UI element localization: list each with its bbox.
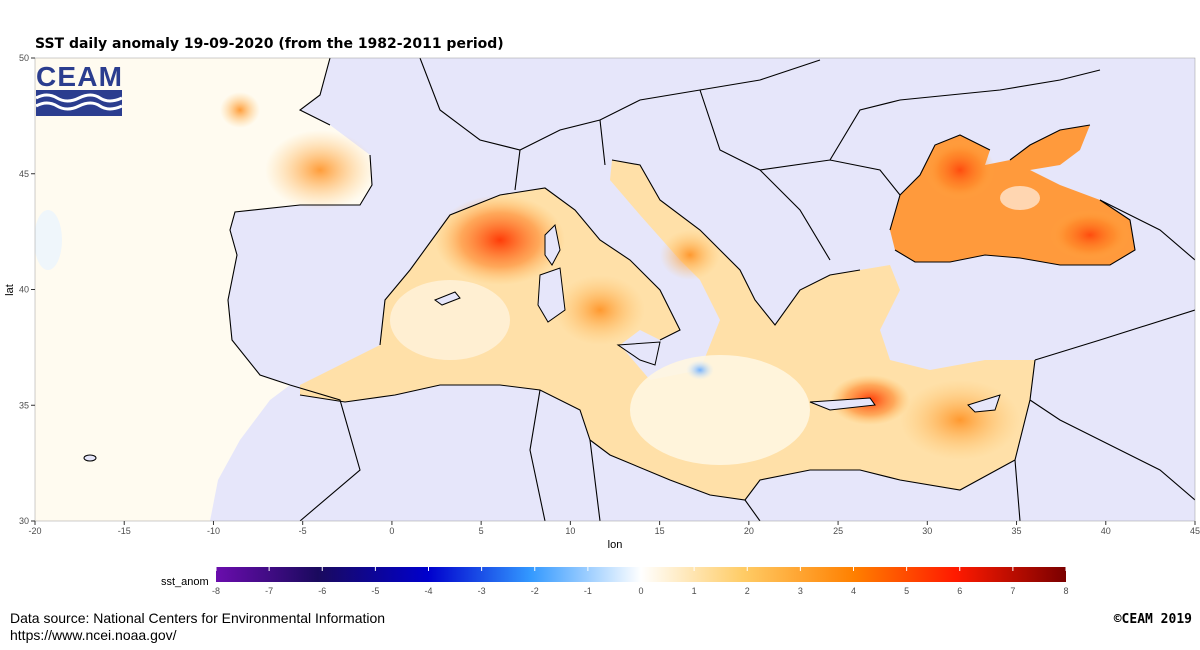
x-tick-label: 0 (389, 526, 394, 536)
legend-tick-label: -8 (212, 586, 220, 596)
data-source-url: https://www.ncei.noaa.gov/ (10, 627, 177, 643)
x-tick-label: 25 (833, 526, 843, 536)
y-axis-ticks: 50 45 40 35 30 (19, 53, 35, 526)
legend-tick-label: 8 (1063, 586, 1068, 596)
map-title: SST daily anomaly 19-09-2020 (from the 1… (35, 36, 504, 52)
legend-tick-label: -7 (265, 586, 273, 596)
legend-tick-label: -5 (371, 586, 379, 596)
legend-tick-label: 3 (798, 586, 803, 596)
legend-tick-label: 2 (745, 586, 750, 596)
y-tick-label: 45 (19, 169, 29, 179)
legend-tick-label: 1 (692, 586, 697, 596)
legend-tick-label: 5 (904, 586, 909, 596)
logo-text: CEAM (36, 62, 122, 92)
legend-title: sst_anom (161, 576, 209, 588)
mallorca (433, 291, 461, 306)
cyprus (967, 394, 1001, 413)
ligurian-hot (435, 195, 565, 285)
legend-tick-label: -4 (424, 586, 432, 596)
sardinia (537, 267, 566, 323)
y-tick-label: 40 (19, 285, 29, 295)
data-source: Data source: National Centers for Enviro… (10, 610, 385, 644)
legend-tick-label: -1 (584, 586, 592, 596)
data-source-line: Data source: National Centers for Enviro… (10, 610, 386, 626)
ceam-logo: CEAM (35, 61, 123, 116)
corsica (544, 223, 561, 266)
x-axis-ticks: -20 -15 -10 -5 0 5 10 15 20 25 30 35 40 45 (28, 521, 1200, 536)
y-tick-label: 50 (19, 53, 29, 63)
x-tick-label: 20 (744, 526, 754, 536)
x-tick-label: 30 (922, 526, 932, 536)
legend-tick-label: 4 (851, 586, 856, 596)
legend-tick-label: -2 (531, 586, 539, 596)
legend-tick-label: 7 (1010, 586, 1015, 596)
legend-tick-label: 6 (957, 586, 962, 596)
y-axis-label: lat (4, 284, 16, 296)
y-tick-label: 35 (19, 400, 29, 410)
x-tick-label: -15 (118, 526, 131, 536)
legend-tick-label: -6 (318, 586, 326, 596)
x-tick-label: 35 (1012, 526, 1022, 536)
x-tick-label: -10 (207, 526, 220, 536)
copyright-notice: ©CEAM 2019 (1113, 612, 1192, 627)
legend-ticks: -8 -7 -6 -5 -4 -3 -2 -1 0 1 2 3 4 5 6 7 8 (212, 567, 1069, 596)
legend-tick-label: -3 (478, 586, 486, 596)
x-tick-label: 40 (1101, 526, 1111, 536)
ionian-cool (686, 360, 714, 380)
legend-tick-label: 0 (638, 586, 643, 596)
y-tick-label: 30 (19, 516, 29, 526)
crete (809, 397, 876, 411)
x-tick-label: -20 (28, 526, 41, 536)
x-tick-label: 45 (1190, 526, 1200, 536)
x-tick-label: -5 (299, 526, 307, 536)
x-axis-label: lon (608, 539, 623, 551)
biscay-warm (265, 130, 375, 210)
sicily (616, 341, 661, 366)
x-tick-label: 10 (565, 526, 575, 536)
x-tick-label: 5 (479, 526, 484, 536)
x-tick-label: 15 (655, 526, 665, 536)
